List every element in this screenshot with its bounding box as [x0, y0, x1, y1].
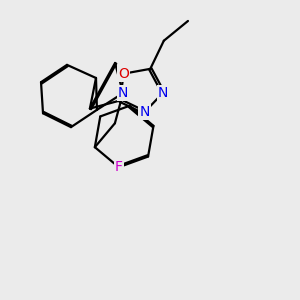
Text: N: N [118, 86, 128, 100]
Text: O: O [118, 67, 129, 81]
Text: F: F [115, 160, 123, 174]
Text: N: N [139, 105, 150, 119]
Text: N: N [158, 86, 168, 100]
